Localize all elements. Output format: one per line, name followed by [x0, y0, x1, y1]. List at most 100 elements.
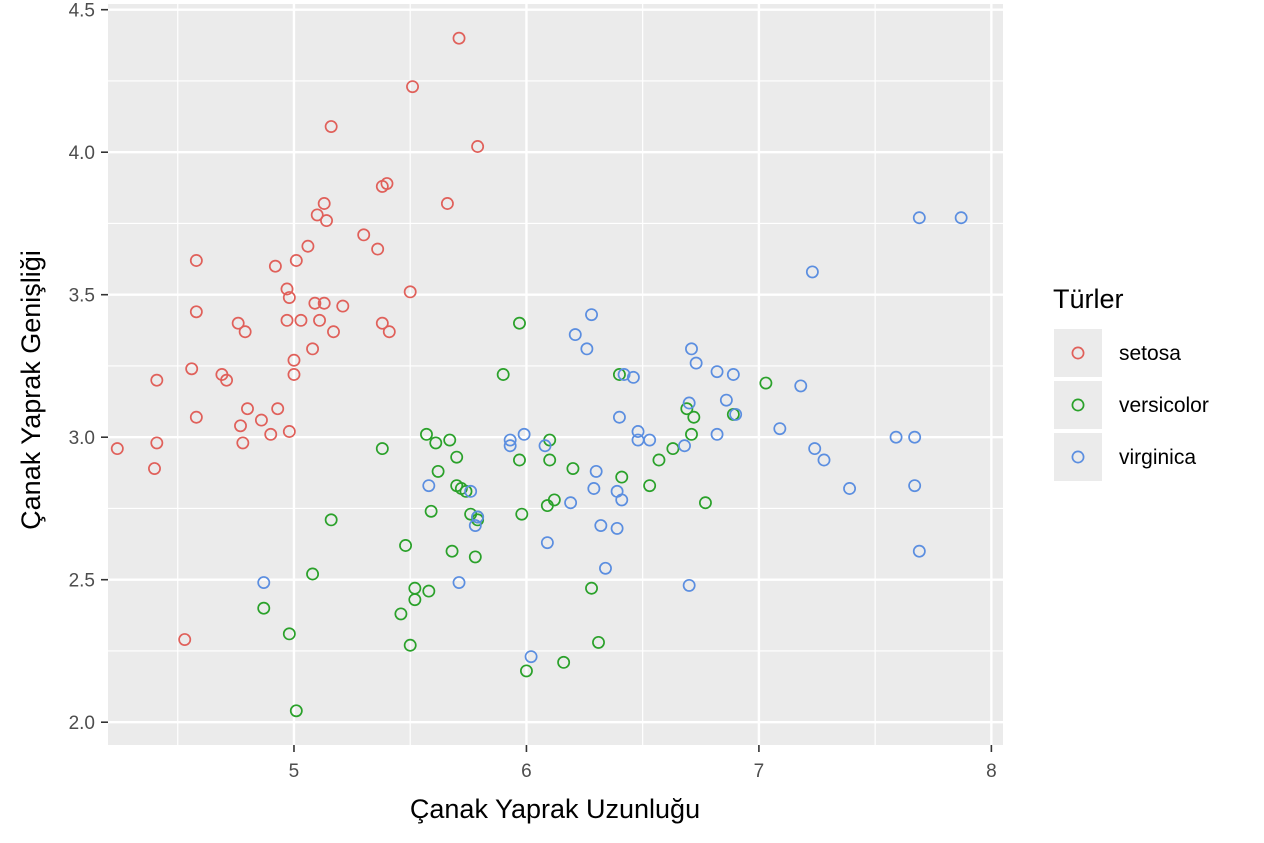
data-point-setosa	[320, 214, 333, 228]
grid-lines	[108, 4, 1003, 745]
data-point-versicolor	[420, 427, 433, 441]
data-point-versicolor	[513, 453, 526, 467]
data-point-versicolor	[424, 504, 438, 518]
data-point-virginica	[587, 482, 601, 495]
data-point-virginica	[589, 464, 603, 478]
y-tick-label: 2.0	[69, 713, 95, 734]
data-point-setosa	[375, 316, 389, 330]
data-point-setosa	[238, 325, 252, 339]
data-point-virginica	[524, 650, 538, 664]
data-point-setosa	[287, 368, 301, 381]
data-point-versicolor	[445, 544, 459, 558]
legend-key	[1054, 381, 1102, 429]
data-point-setosa	[150, 436, 164, 450]
data-point-versicolor	[431, 464, 445, 478]
legend-item-virginica: virginica	[1054, 433, 1196, 481]
data-point-versicolor	[306, 567, 320, 581]
data-point-setosa	[189, 305, 203, 319]
data-point-setosa	[317, 197, 331, 210]
data-point-setosa	[308, 296, 322, 310]
x-tick-label: 8	[986, 761, 997, 782]
data-point-setosa	[336, 299, 350, 313]
data-point-virginica	[631, 425, 645, 438]
data-points	[110, 31, 968, 718]
data-point-versicolor	[519, 664, 533, 678]
data-point-virginica	[682, 396, 696, 410]
series-virginica	[257, 211, 968, 664]
data-point-setosa	[110, 442, 124, 456]
data-point-virginica	[452, 576, 466, 590]
x-tick-label: 6	[521, 761, 532, 782]
data-point-versicolor	[403, 638, 417, 652]
data-point-virginica	[585, 308, 598, 322]
data-point-versicolor	[429, 436, 443, 450]
data-point-virginica	[805, 265, 819, 279]
data-point-virginica	[503, 439, 517, 453]
data-point-virginica	[912, 544, 926, 558]
data-point-setosa	[327, 325, 340, 339]
data-point-setosa	[282, 425, 296, 438]
x-tick-label: 7	[754, 761, 765, 782]
data-point-versicolor	[515, 507, 529, 521]
data-point-setosa	[280, 282, 294, 296]
data-point-virginica	[564, 496, 578, 510]
data-point-virginica	[612, 410, 626, 424]
data-point-versicolor	[459, 484, 473, 498]
data-point-setosa	[236, 436, 250, 450]
data-point-virginica	[643, 433, 657, 447]
data-point-setosa	[371, 242, 385, 256]
data-point-virginica	[726, 368, 740, 381]
data-point-virginica	[599, 561, 612, 575]
data-point-virginica	[594, 519, 608, 533]
data-point-virginica	[503, 433, 517, 447]
data-point-setosa	[178, 633, 192, 647]
data-point-virginica	[580, 342, 594, 356]
data-point-versicolor	[324, 513, 338, 527]
data-point-virginica	[617, 368, 631, 381]
data-point-setosa	[150, 373, 164, 387]
legend-label: setosa	[1119, 342, 1181, 365]
data-point-virginica	[912, 211, 926, 225]
y-tick-label: 4.5	[69, 1, 95, 22]
data-point-setosa	[289, 254, 303, 267]
data-point-setosa	[403, 285, 417, 299]
data-point-virginica	[678, 439, 691, 453]
data-point-setosa	[317, 296, 331, 310]
data-point-virginica	[908, 430, 922, 444]
data-point-versicolor	[547, 493, 561, 507]
data-point-virginica	[464, 484, 478, 498]
plot-panel	[108, 4, 1003, 745]
data-point-setosa	[231, 316, 245, 330]
data-point-virginica	[540, 536, 554, 550]
data-point-versicolor	[557, 655, 571, 669]
data-point-versicolor	[394, 607, 408, 621]
data-point-virginica	[889, 430, 903, 444]
data-point-virginica	[729, 407, 743, 421]
data-point-virginica	[517, 427, 531, 441]
data-point-versicolor	[698, 496, 712, 510]
data-point-versicolor	[685, 427, 698, 441]
data-point-setosa	[264, 427, 278, 441]
data-point-setosa	[287, 353, 301, 367]
legend-key	[1054, 433, 1102, 481]
legend-title: Türler	[1053, 284, 1124, 314]
y-tick-label: 2.5	[69, 571, 95, 592]
data-point-virginica	[908, 479, 922, 493]
data-point-virginica	[843, 482, 857, 495]
legend-item-setosa: setosa	[1054, 329, 1181, 377]
data-point-versicolor	[468, 550, 482, 564]
y-tick-label: 3.0	[69, 428, 95, 449]
data-point-setosa	[310, 208, 324, 222]
data-point-versicolor	[612, 368, 626, 381]
data-point-setosa	[294, 313, 308, 327]
data-point-versicolor	[450, 450, 464, 464]
series-setosa	[110, 31, 485, 647]
data-point-virginica	[471, 510, 485, 524]
data-point-setosa	[271, 402, 285, 416]
data-point-versicolor	[666, 442, 680, 456]
legend: Türler setosa versicolor virginica	[1053, 284, 1209, 481]
y-axis-title: Çanak Yaprak Genişliği	[16, 250, 46, 530]
data-point-setosa	[440, 197, 454, 210]
data-point-setosa	[189, 254, 203, 267]
